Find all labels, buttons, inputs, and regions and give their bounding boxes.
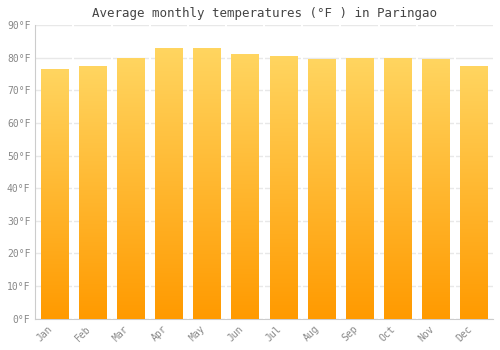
Title: Average monthly temperatures (°F ) in Paringao: Average monthly temperatures (°F ) in Pa…: [92, 7, 436, 20]
